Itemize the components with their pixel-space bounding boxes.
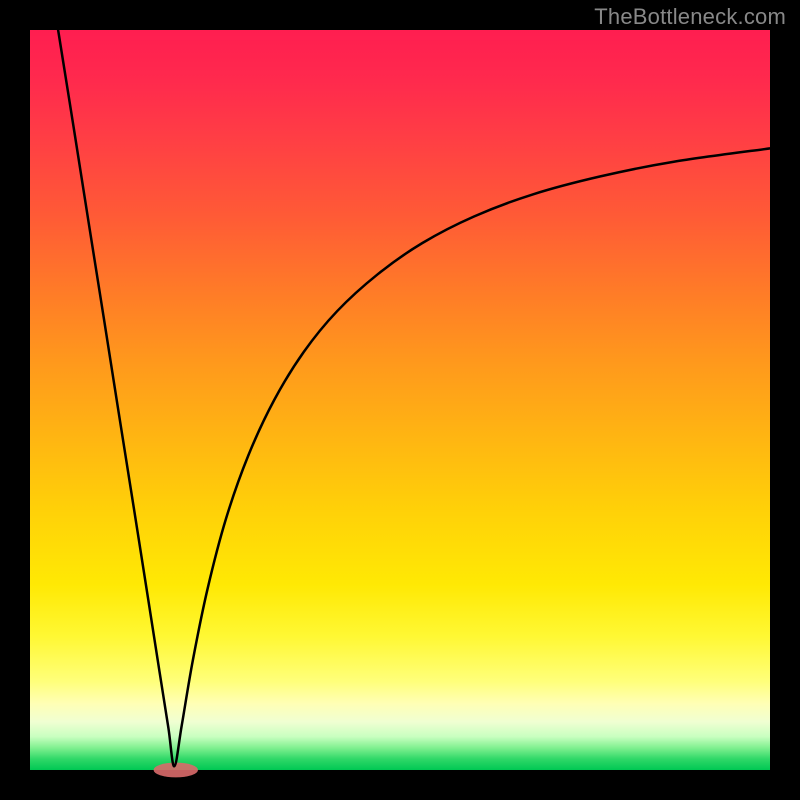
watermark-label: TheBottleneck.com — [594, 4, 786, 30]
bottleneck-chart — [0, 0, 800, 800]
plot-background — [30, 30, 770, 770]
